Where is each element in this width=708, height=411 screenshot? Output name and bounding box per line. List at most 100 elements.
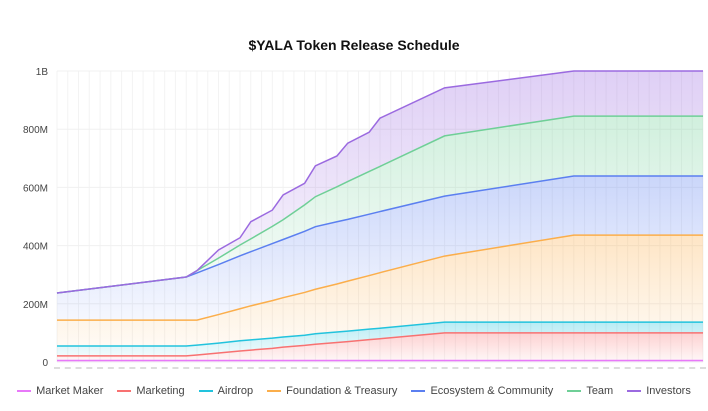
x-tick-mark (570, 367, 577, 369)
legend-item[interactable]: Investors (627, 385, 691, 397)
x-tick-mark (258, 367, 265, 369)
legend-swatch (411, 390, 426, 392)
chart-title: $YALA Token Release Schedule (248, 37, 460, 53)
y-tick-label: 0 (42, 358, 48, 369)
area-foundation-treasury (57, 235, 703, 346)
x-tick-mark (140, 367, 147, 369)
x-tick-mark (193, 367, 200, 369)
x-tick-mark (290, 367, 297, 369)
y-tick-label: 800M (23, 125, 48, 136)
x-tick-mark (54, 367, 60, 369)
x-tick-mark (226, 367, 233, 369)
x-tick-mark (495, 367, 502, 369)
area-team (57, 116, 703, 294)
legend-swatch (17, 390, 32, 392)
legend-swatch (267, 390, 282, 392)
y-tick-label: 200M (23, 300, 48, 311)
area-airdrop (57, 322, 703, 356)
y-tick-label: 400M (23, 242, 48, 253)
x-tick-mark (312, 367, 319, 369)
x-tick-mark (64, 367, 71, 369)
x-tick-mark (516, 367, 523, 369)
legend-item[interactable]: Market Maker (17, 385, 103, 397)
x-tick-mark (269, 367, 276, 369)
legend-label: Investors (646, 385, 691, 397)
x-tick-mark (333, 367, 340, 369)
x-tick-mark (366, 367, 373, 369)
x-tick-mark (689, 367, 696, 369)
legend: Market Maker Marketing Airdrop Foundation &… (0, 385, 708, 397)
x-tick-mark (506, 367, 513, 369)
x-tick-mark (646, 367, 653, 369)
y-tick-label: 600M (23, 183, 48, 194)
x-tick-mark (247, 367, 254, 369)
legend-item[interactable]: Team (567, 385, 613, 397)
x-tick-mark (97, 367, 104, 369)
legend-item[interactable]: Airdrop (198, 385, 254, 397)
legend-label: Airdrop (217, 385, 254, 397)
x-tick-mark (549, 367, 556, 369)
legend-label: Market Maker (36, 385, 104, 397)
legend-swatch (567, 390, 582, 392)
x-tick-mark (129, 367, 136, 369)
line-investors (56, 70, 703, 294)
legend-label: Foundation & Treasury (286, 385, 398, 397)
x-tick-mark (204, 367, 211, 369)
x-tick-mark (387, 367, 394, 369)
legend-item[interactable]: Foundation & Treasury (267, 385, 397, 397)
x-tick-mark (172, 367, 179, 369)
x-tick-mark (527, 367, 534, 369)
x-tick-mark (107, 367, 114, 369)
x-tick-mark (150, 367, 157, 369)
x-tick-mark (75, 367, 82, 369)
x-tick-mark (452, 367, 459, 369)
x-tick-mark (667, 367, 674, 369)
x-tick-mark (355, 367, 362, 369)
x-tick-mark (215, 367, 222, 369)
area-ecosystem-community (57, 176, 703, 321)
x-tick-mark (441, 367, 448, 369)
x-tick-mark (377, 367, 383, 369)
x-tick-mark (538, 367, 545, 369)
x-tick-mark (323, 367, 330, 369)
line-team (56, 115, 703, 294)
x-tick-mark (344, 367, 351, 369)
legend-item[interactable]: Ecosystem & Community (411, 385, 553, 397)
x-tick-mark (678, 367, 685, 369)
legend-item[interactable]: Marketing (117, 385, 185, 397)
x-tick-mark (237, 367, 244, 369)
x-tick-mark (484, 367, 491, 369)
x-tick-mark (635, 367, 642, 369)
x-tick-mark (420, 367, 427, 369)
x-tick-mark (613, 367, 620, 369)
x-tick-mark (161, 367, 168, 369)
legend-label: Ecosystem & Community (430, 385, 554, 397)
x-tick-mark (656, 367, 663, 369)
x-tick-mark (560, 367, 567, 369)
x-tick-mark (398, 367, 405, 369)
line-ecosystem-community (56, 175, 703, 294)
legend-swatch (627, 390, 642, 392)
x-tick-mark (430, 367, 437, 369)
legend-label: Team (586, 385, 614, 397)
x-tick-mark (603, 367, 610, 369)
x-tick-mark (700, 367, 706, 369)
x-tick-mark (301, 367, 308, 369)
x-tick-mark (624, 367, 631, 369)
x-tick-mark (592, 367, 599, 369)
legend-swatch (198, 390, 213, 392)
x-tick-mark (118, 367, 125, 369)
legend-swatch (117, 390, 132, 392)
line-marketing (57, 332, 703, 357)
line-foundation-treasury (57, 234, 703, 321)
x-tick-mark (581, 367, 588, 369)
legend-label: Marketing (136, 385, 185, 397)
line-airdrop (57, 321, 703, 347)
y-tick-label: 1B (36, 67, 49, 78)
x-tick-mark (473, 367, 480, 369)
area-investors (57, 71, 703, 294)
x-tick-mark (280, 367, 287, 369)
x-tick-mark (86, 367, 93, 369)
x-tick-mark (183, 367, 190, 369)
